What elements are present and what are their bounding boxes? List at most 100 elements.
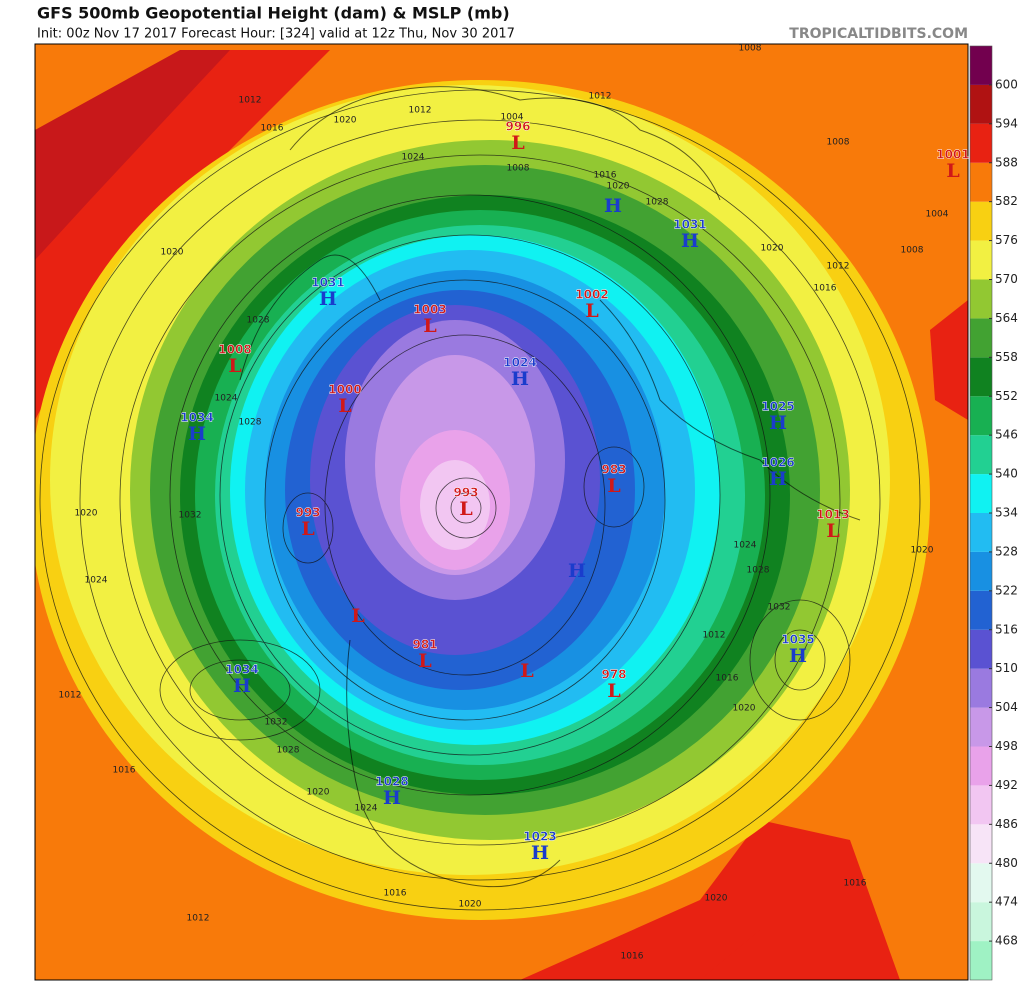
isobar-label: 1016 <box>716 674 739 684</box>
pressure-value: 1013 <box>816 508 849 522</box>
isobar-label: 1028 <box>239 418 262 428</box>
map-frame <box>34 43 969 981</box>
isobar-label: 1012 <box>409 106 432 116</box>
isobar-label: 1020 <box>705 894 728 904</box>
height-field <box>35 44 968 980</box>
isobar-label: 1028 <box>747 566 770 576</box>
colorbar-band <box>970 46 992 85</box>
colorbar-tick-label: 576 <box>995 233 1018 247</box>
isobar-label: 1032 <box>265 718 288 728</box>
isobar-label: 1016 <box>261 124 284 134</box>
colorbar-tick-label: 498 <box>995 739 1018 753</box>
isobar-label: 1024 <box>734 541 757 551</box>
center-letter: H <box>769 468 787 490</box>
center-letter: H <box>188 423 206 445</box>
colorbar-band <box>970 435 992 475</box>
colorbar-tick-label: 492 <box>995 778 1018 792</box>
pressure-value: 1025 <box>761 400 794 414</box>
isobar-label: 1012 <box>59 691 82 701</box>
colorbar-band <box>970 474 992 513</box>
colorbar-tick-label: 540 <box>995 467 1018 481</box>
colorbar-tick-label: 594 <box>995 116 1018 130</box>
isobar-label: 1004 <box>501 113 524 123</box>
colorbar-band <box>970 84 992 124</box>
center-letter: L <box>520 660 533 682</box>
pressure-value: 1034 <box>225 663 258 677</box>
colorbar-tick-label: 522 <box>995 583 1018 597</box>
pressure-value: 1031 <box>311 276 344 290</box>
colorbar-tick-label: 474 <box>995 895 1018 909</box>
center-letter: L <box>459 498 472 520</box>
colorbar-tick-label: 588 <box>995 155 1018 169</box>
isobar-label: 1004 <box>926 210 949 220</box>
colorbar-band <box>970 240 992 280</box>
pressure-value: 996 <box>505 120 530 134</box>
isobar-label: 1024 <box>85 576 108 586</box>
isobar-label: 1008 <box>507 164 530 174</box>
center-letter: L <box>511 132 524 154</box>
pressure-value: 1035 <box>781 633 814 647</box>
isobar-label: 1012 <box>239 96 262 106</box>
colorbar-band <box>970 590 992 630</box>
isobar-label: 1008 <box>739 44 762 54</box>
colorbar-band <box>970 746 992 786</box>
isobar-label: 1008 <box>901 246 924 256</box>
colorbar-band <box>970 824 992 864</box>
isobar-label: 1008 <box>827 138 850 148</box>
pressure-value: 1026 <box>761 456 794 470</box>
colorbar-tick-label: 486 <box>995 817 1018 831</box>
isobar-label: 1012 <box>187 914 210 924</box>
isobar-label: 1012 <box>827 262 850 272</box>
colorbar-tick-label: 528 <box>995 544 1018 558</box>
colorbar-tick-label: 582 <box>995 194 1018 208</box>
title: GFS 500mb Geopotential Height (dam) & MS… <box>37 4 510 23</box>
center-letter: H <box>511 368 529 390</box>
isobar-label: 1020 <box>334 116 357 126</box>
colorbar-band <box>970 902 992 942</box>
colorbar-band <box>970 279 992 319</box>
colorbar-tick-label: 534 <box>995 506 1018 520</box>
isobar-label: 1032 <box>768 603 791 613</box>
colorbar-tick-label: 564 <box>995 311 1018 325</box>
subtitle: Init: 00z Nov 17 2017 Forecast Hour: [32… <box>37 27 515 42</box>
colorbar-tick-label: 510 <box>995 661 1018 675</box>
colorbar-band <box>970 785 992 825</box>
isobar-label: 1032 <box>179 511 202 521</box>
isobar-labels: 1012 1016 1020 1024 1012 1004 1008 1012 1008 1016… <box>59 44 949 962</box>
pressure-value: 983 <box>601 463 626 477</box>
pressure-value: 981 <box>412 638 437 652</box>
center-letter: H <box>789 645 807 667</box>
isobar-label: 1020 <box>459 900 482 910</box>
center-letter: L <box>946 160 959 182</box>
center-letter: H <box>319 288 337 310</box>
colorbar-tick-label: 552 <box>995 389 1018 403</box>
isobar-label: 1020 <box>307 788 330 798</box>
pressure-value: 993 <box>453 486 478 500</box>
colorbar-band <box>970 318 992 358</box>
isobar-label: 1028 <box>247 316 270 326</box>
pressure-value: 1023 <box>523 830 556 844</box>
center-letter: H <box>604 195 622 217</box>
isobar-label: 1016 <box>844 879 867 889</box>
isobar-label: 1028 <box>646 198 669 208</box>
isobar-label: 1020 <box>911 546 934 556</box>
center-letter: L <box>607 475 620 497</box>
colorbar-band <box>970 357 992 397</box>
center-letter: H <box>681 230 699 252</box>
colorbar-tick-label: 468 <box>995 934 1018 948</box>
colorbar-tick-label: 504 <box>995 700 1018 714</box>
center-letter: L <box>607 680 620 702</box>
colorbar-tick-label: 600 <box>995 77 1018 91</box>
pressure-value: 1031 <box>673 218 706 232</box>
colorbar-tick-label: 480 <box>995 856 1018 870</box>
isobar-label: 1024 <box>402 153 425 163</box>
colorbar: 468 474 480 486 492 498 504 510 516 522 528 534 540 5… <box>969 45 1018 981</box>
pressure-value: 1008 <box>218 343 251 357</box>
center-letter: L <box>338 395 351 417</box>
colorbar-band <box>970 201 992 241</box>
isobar-label: 1020 <box>161 248 184 258</box>
pressure-value: 978 <box>601 668 626 682</box>
center-letter: L <box>301 518 314 540</box>
isobar-label: 1016 <box>384 889 407 899</box>
